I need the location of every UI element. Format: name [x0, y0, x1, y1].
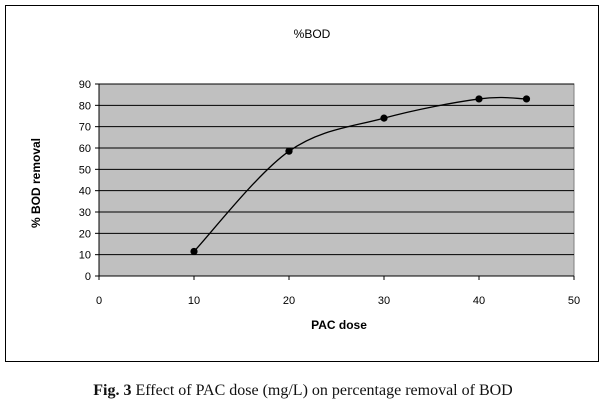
- data-point: [522, 95, 531, 103]
- x-tick-label: 40: [473, 295, 485, 307]
- x-tick-label: 0: [96, 295, 102, 307]
- data-series: [190, 95, 531, 256]
- y-tick-label: 70: [79, 122, 91, 134]
- y-tick-label: 50: [79, 164, 91, 176]
- data-point: [380, 114, 388, 122]
- chart-frame: %BOD 0 10 20 30 40 50 60 70 80 90 0 10 20 30 40 50 PAC …: [5, 5, 599, 362]
- plot-area: [98, 83, 575, 277]
- data-point: [475, 95, 483, 103]
- figure-number: Fig. 3: [93, 382, 132, 399]
- x-tick-label: 20: [283, 295, 295, 307]
- data-point: [285, 147, 293, 155]
- gridlines: [99, 83, 574, 256]
- chart-title: %BOD: [294, 27, 331, 41]
- figure-caption: Fig. 3 Effect of PAC dose (mg/L) on perc…: [0, 382, 606, 400]
- caption-text: Effect of PAC dose (mg/L) on percentage …: [135, 382, 513, 399]
- x-tick-label: 10: [188, 295, 200, 307]
- x-axis-title: PAC dose: [311, 318, 367, 332]
- y-tick-label: 20: [79, 228, 91, 240]
- y-axis-title: % BOD removal: [29, 138, 43, 228]
- axes: 0 10 20 30 40 50 60 70 80 90 0 10 20 30 40 50: [79, 79, 580, 307]
- y-tick-label: 90: [79, 79, 91, 91]
- y-tick-label: 60: [79, 143, 91, 155]
- y-tick-label: 10: [79, 250, 91, 262]
- y-tick-label: 30: [79, 207, 91, 219]
- data-point: [190, 247, 198, 256]
- y-tick-label: 40: [79, 186, 91, 198]
- x-tick-label: 50: [568, 295, 580, 307]
- x-tick-label: 30: [378, 295, 390, 307]
- y-tick-label: 0: [85, 271, 91, 283]
- y-tick-label: 80: [79, 100, 91, 112]
- line-chart: %BOD 0 10 20 30 40 50 60 70 80 90 0 10 20 30 40 50 PAC …: [29, 27, 580, 332]
- series-line: [193, 96, 527, 252]
